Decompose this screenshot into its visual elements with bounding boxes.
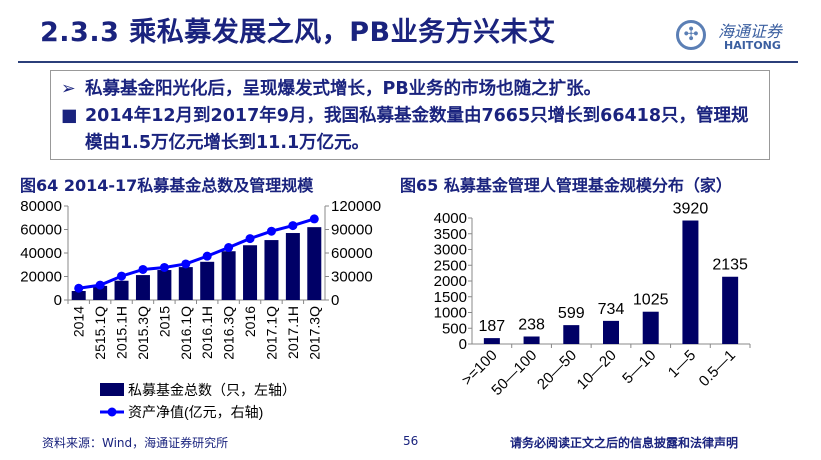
logo-cn: 海通证券 [718,22,783,41]
y-tick-label: 1500 [434,289,467,306]
bar [221,251,236,300]
data-label: 734 [598,301,625,318]
line-series [78,217,315,290]
x-tick-label: 2016.1H [199,306,215,359]
line-point [224,243,234,253]
x-tick-label: 2017.1H [285,306,301,359]
right-tick-label: 60000 [331,245,373,262]
square-bullet-icon: ■ [61,106,78,126]
line-point [159,262,169,272]
bar [114,280,129,300]
right-tick-label: 30000 [331,269,373,286]
x-tick-label: 2014 [71,306,87,337]
x-tick-label: 1—5 [665,347,699,381]
left-tick-label: 60000 [20,222,62,239]
bar [264,240,279,300]
bar [285,233,300,300]
right-tick-label: 120000 [331,198,381,215]
arrow-bullet-icon: ➢ [61,79,76,99]
line-point [266,226,276,236]
bullet-item: ■ 2014年12月到2017年9月，我国私募基金数量由7665只增长到66418… [61,103,759,157]
title-divider [18,61,798,63]
x-tick-label: 2015.1H [114,306,130,359]
x-tick-label: 2015.3Q [135,306,151,360]
x-tick-label: 2016 [242,306,258,337]
bar [200,261,215,300]
y-tick-label: 4000 [434,210,467,227]
bar [722,276,739,344]
left-tick-label: 80000 [20,198,62,215]
line-point [117,271,127,281]
line-point [181,259,191,269]
chart1-title: 图64 2014-17私募基金总数及管理规模 [20,176,314,195]
bar [93,285,108,300]
bar [243,245,258,300]
bar [563,325,580,344]
y-tick-label: 2000 [434,273,467,290]
line-point [309,214,319,224]
data-label: 2135 [712,257,748,274]
x-tick-label: 2017.3Q [306,306,322,360]
data-label: 3920 [673,201,709,218]
line-point [202,251,212,261]
line-point [288,221,298,231]
page-number: 56 [403,434,419,448]
slide-title: 2.3.3 乘私募发展之风，PB业务方兴未艾 [40,17,556,48]
y-tick-label: 500 [442,320,467,337]
data-label: 187 [479,318,506,335]
bar [135,275,150,300]
bar [642,311,659,344]
y-tick-label: 3000 [434,242,467,259]
right-tick-label: 90000 [331,222,373,239]
data-label: 238 [518,317,545,334]
bar [483,338,500,344]
bar [523,336,540,344]
line-point [74,283,84,293]
left-tick-label: 40000 [20,245,62,262]
logo-icon: ✣ [676,20,706,50]
line-point [95,280,105,290]
legend-line-marker [107,407,117,417]
bar [157,270,172,300]
x-tick-label: 10—20 [574,347,620,393]
legend-bar-label: 私募基金总数（只，左轴） [128,382,296,398]
x-tick-label: 2016.1Q [178,306,194,360]
x-tick-label: 0.5—1 [696,347,739,390]
bullet-text: 2014年12月到2017年9月，我国私募基金数量由7665只增长到66418只… [85,106,749,153]
right-tick-label: 0 [331,292,339,309]
haitong-logo: ✣ 海通证券 HAITONG [676,18,806,58]
y-tick-label: 1000 [434,305,467,322]
y-tick-label: 0 [459,336,467,353]
x-tick-label: 20—50 [534,347,580,393]
logo-en: HAITONG [724,39,781,52]
bar [682,220,699,344]
left-tick-label: 0 [54,292,62,309]
chart2-title: 图65 私募基金管理人管理基金规模分布（家） [400,176,732,195]
x-tick-label: 2016.3Q [221,306,237,360]
bullet-item: ➢ 私募基金阳光化后，呈现爆发式增长，PB业务的市场也随之扩张。 [61,76,759,103]
bar [603,320,619,344]
bar [71,290,86,300]
source-note: 资料来源：Wind，海通证券研究所 [42,436,229,450]
y-tick-label: 3500 [434,226,467,243]
line-point [138,264,148,274]
data-label: 599 [558,305,585,322]
x-tick-label: 2017.1Q [263,306,279,360]
legend-line-label: 资产净值(亿元，右轴) [128,404,263,420]
line-point [245,234,255,244]
disclaimer: 请务必阅读正文之后的信息披露和法律声明 [510,436,739,450]
data-label: 1025 [633,292,669,309]
x-tick-label: 2015 [156,306,172,337]
x-tick-label: 5—10 [619,347,659,387]
bullet-text: 私募基金阳光化后，呈现爆发式增长，PB业务的市场也随之扩张。 [85,79,602,99]
bar [178,267,193,300]
bullet-box: ➢ 私募基金阳光化后，呈现爆发式增长，PB业务的市场也随之扩张。 ■ 2014年12… [50,70,770,160]
left-tick-label: 20000 [20,269,62,286]
bar [307,227,322,300]
y-tick-label: 2500 [434,257,467,274]
x-tick-label: 2515.1Q [92,306,108,360]
legend-bar-swatch [100,383,124,396]
